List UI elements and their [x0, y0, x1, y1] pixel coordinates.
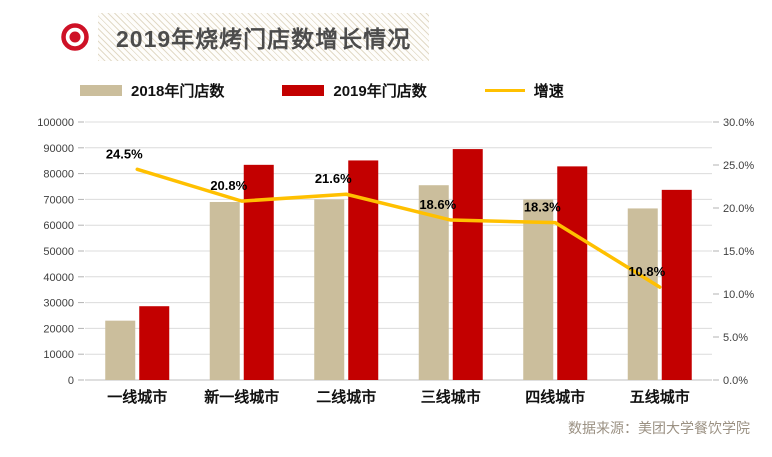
x-axis-label: 一线城市	[107, 388, 167, 406]
bar-2018年门店数-二线城市	[314, 199, 345, 380]
left-axis-tick-label: 40000	[43, 272, 74, 284]
bar-2019年门店数-三线城市	[452, 149, 483, 380]
x-axis-label: 二线城市	[316, 388, 376, 406]
chart-legend: 2018年门店数 2019年门店数 增速	[80, 80, 564, 101]
growth-label: 18.3%	[524, 200, 561, 215]
bar-2019年门店数-一线城市	[139, 306, 170, 380]
growth-label: 20.8%	[210, 178, 247, 193]
right-axis-tick-label: 25.0%	[723, 160, 754, 172]
growth-label: 10.8%	[628, 264, 665, 279]
legend-item-2018: 2018年门店数	[80, 80, 224, 101]
right-axis-tick-label: 15.0%	[723, 246, 754, 258]
legend-item-growth: 增速	[484, 80, 564, 101]
growth-label: 21.6%	[315, 171, 352, 186]
x-axis-label: 四线城市	[525, 388, 585, 406]
x-axis-label: 新一线城市	[204, 388, 279, 406]
left-axis-tick-label: 0	[68, 375, 74, 387]
legend-label-2019: 2019年门店数	[333, 83, 427, 100]
bar-2019年门店数-二线城市	[348, 160, 379, 380]
bar-2018年门店数-一线城市	[105, 320, 136, 380]
legend-swatch-2018	[80, 85, 122, 96]
left-axis-tick-label: 30000	[43, 298, 74, 310]
page-title: 2019年烧烤门店数增长情况	[116, 26, 412, 52]
bar-2019年门店数-四线城市	[557, 166, 588, 380]
growth-label: 18.6%	[419, 197, 456, 212]
legend-item-2019: 2019年门店数	[282, 80, 427, 101]
legend-label-2018: 2018年门店数	[131, 83, 225, 100]
growth-label: 24.5%	[106, 146, 143, 161]
combo-chart: 0 10000 20000 30000 40000 50000 60000 70000 8000…	[37, 117, 754, 406]
bar-2018年门店数-新一线城市	[209, 201, 240, 380]
chart-header: 2019年烧烤门店数增长情况	[60, 13, 430, 61]
bar-2019年门店数-新一线城市	[243, 164, 274, 380]
left-axis-tick-label: 80000	[43, 169, 74, 181]
left-axis-tick-label: 60000	[43, 220, 74, 232]
title-box: 2019年烧烤门店数增长情况	[98, 13, 430, 61]
right-axis-tick-label: 30.0%	[723, 117, 754, 129]
bullseye-icon	[61, 23, 89, 51]
left-axis-tick-label: 50000	[43, 246, 74, 258]
bar-2018年门店数-五线城市	[627, 208, 658, 380]
left-axis-tick-label: 10000	[43, 349, 74, 361]
x-axis-label: 三线城市	[421, 388, 481, 406]
right-axis-tick-label: 10.0%	[723, 289, 754, 301]
growth-line	[135, 167, 662, 289]
right-axis-tick-label: 20.0%	[723, 203, 754, 215]
left-axis-tick-label: 20000	[43, 323, 74, 335]
bar-2019年门店数-五线城市	[661, 189, 692, 380]
legend-line-swatch-growth	[484, 89, 525, 92]
bar-2018年门店数-四线城市	[523, 199, 554, 380]
left-axis-tick-label: 100000	[37, 117, 74, 129]
legend-swatch-2019	[282, 85, 325, 96]
data-source-note: 数据来源：美团大学餐饮学院	[568, 420, 750, 436]
left-axis-tick-label: 90000	[43, 143, 74, 155]
left-axis-tick-label: 70000	[43, 194, 74, 206]
right-axis-tick-label: 0.0%	[723, 375, 748, 387]
x-axis-label: 五线城市	[630, 388, 690, 406]
legend-label-growth: 增速	[533, 83, 564, 100]
right-axis-tick-label: 5.0%	[723, 332, 748, 344]
